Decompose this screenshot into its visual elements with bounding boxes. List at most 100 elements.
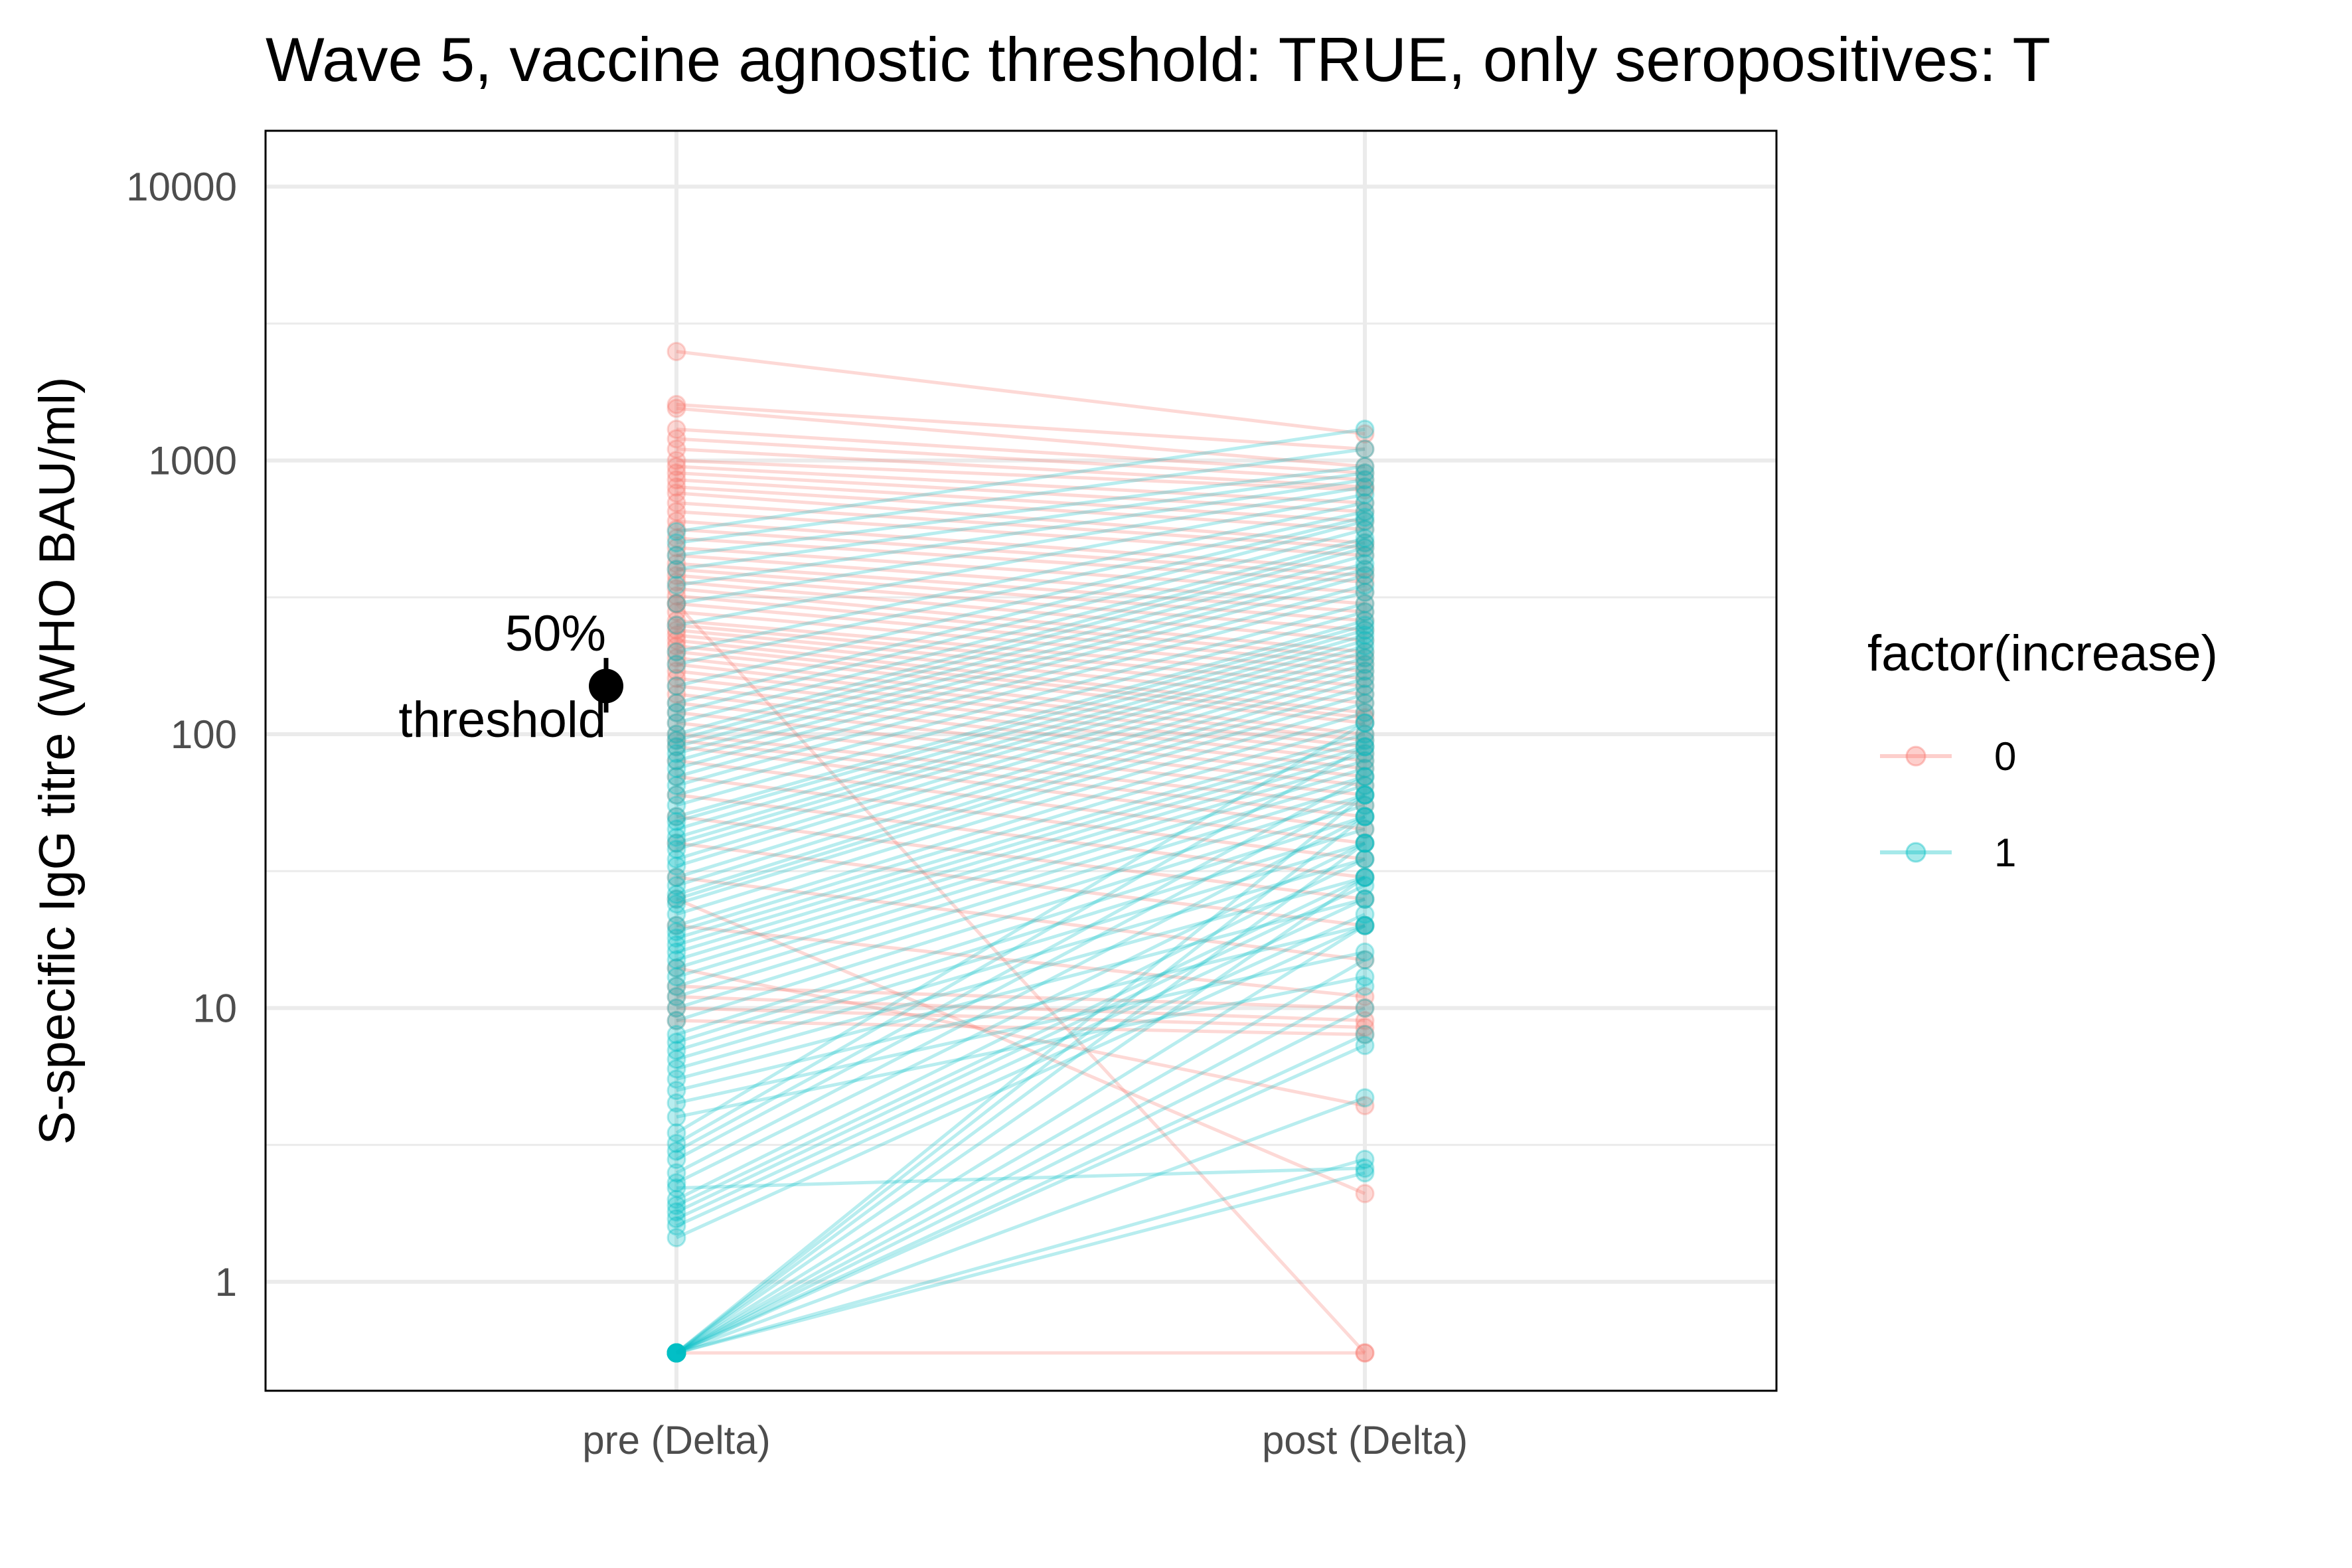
series-0-line-0 [676,350,1366,436]
series-0-point-48-post [1355,868,1375,888]
legend-point-1 [1905,842,1926,863]
series-1-point-22-pre [666,795,686,815]
series-0-point-48-pre [666,785,686,805]
threshold-point [589,668,623,704]
series-0-line-56 [676,1018,1366,1036]
series-1-point-58-post [1355,713,1375,733]
series-0-point-18-post [1355,593,1375,613]
series-0-point-55-pre [666,998,686,1018]
series-0-point-30-post [1355,693,1375,713]
series-1-line-66 [675,876,1366,1208]
series-1-line-50 [676,827,1366,1044]
series-1-line-33 [676,676,1366,896]
series-0-point-36-pre [666,661,686,681]
series-0-line-25 [676,601,1366,666]
series-1-line-39 [676,732,1366,940]
series-0-point-14-pre [666,511,686,531]
x-axis-ticks: pre (Delta) post (Delta) [582,1418,1468,1462]
series-0-point-20-post [1355,611,1375,631]
series-1-point-55-pre [666,1081,686,1101]
series-1-point-25-pre [666,819,686,839]
y-tick-label-3: 1000 [149,439,237,483]
series-1-point-31-pre [666,868,686,888]
series-0-line-3 [676,428,1366,475]
series-1-point-16-post [1355,554,1375,574]
series-0-line-49 [676,815,1366,901]
series-1-point-13-pre [666,724,686,744]
series-1-line-57 [676,975,1366,1119]
series-1-line-11 [676,528,1366,714]
series-1-point-81-pre [666,1343,686,1363]
series-0-line-4 [676,437,1366,482]
series-1-line-20 [676,590,1366,787]
series-0-point-4-post [1355,470,1375,490]
series-0-point-49-post [1355,889,1375,909]
series-0-line-21 [676,574,1366,632]
series-0-point-7-pre [666,457,686,477]
series-1-point-31-post [1355,655,1375,674]
series-1-point-73-post [1355,868,1375,888]
series-0-point-51-pre [666,868,686,888]
series-1-point-74-post [1355,915,1375,935]
series-1-line-72 [675,842,1366,1354]
series-1-point-32-pre [666,876,686,896]
series-1-point-20-pre [666,775,686,795]
series-1-point-67-pre [666,1202,686,1222]
series-0-point-2-pre [666,398,686,418]
series-0-line-19 [676,562,1366,614]
series-0-point-29-post [1355,684,1375,704]
series-1-point-68-pre [666,1209,686,1229]
series-0-point-8-post [1355,502,1375,522]
series-0-point-36-post [1355,737,1375,757]
series-0-point-59-pre [666,593,686,613]
series-1-point-6-post [1355,485,1375,505]
series-0-point-18-pre [666,546,686,566]
series-0-line-27 [676,619,1366,680]
series-1-line-49 [676,815,1366,1036]
series-1-line-69 [675,912,1366,1227]
series-0-line-57 [676,966,1366,1107]
series-1-point-75-post [1355,950,1375,970]
series-1-line-29 [676,650,1366,861]
series-0-point-5-pre [666,439,686,459]
series-1-line-74 [675,924,1366,1355]
series-1-point-23-pre [666,807,686,826]
series-1-point-39-post [1355,724,1375,744]
series-1-line-31 [676,663,1366,880]
series-0-line-10 [676,485,1366,531]
series-0-line-24 [676,594,1366,660]
series-1-point-47-post [1355,785,1375,805]
series-1-point-7-post [1355,493,1375,512]
series-1-point-4-pre [666,576,686,595]
series-1-point-27-pre [666,833,686,853]
series-1-point-6-pre [666,615,686,635]
series-0-point-0-post [1355,424,1375,444]
series-1-line-9 [676,515,1366,688]
series-1-line-45 [676,775,1366,988]
series-1-line-62 [675,815,1366,1174]
series-1-point-53-pre [666,1059,686,1079]
series-1-point-51-post [1355,833,1375,853]
series-1-line-5 [676,485,1366,605]
series-0-point-25-post [1355,655,1375,674]
series-0-point-16-post [1355,572,1375,592]
series-1-point-46-pre [666,986,686,1006]
series-0-point-6-post [1355,480,1375,500]
series-0-point-38-post [1355,751,1375,771]
series-1-point-1-pre [666,533,686,553]
series-0-line-46 [676,759,1366,845]
series-1-point-57-pre [666,1107,686,1127]
series-1-point-0-post [1355,420,1375,439]
series-0-point-11-post [1355,533,1375,553]
series-1-point-72-pre [666,1343,686,1363]
series-1-point-74-pre [666,1343,686,1363]
series-1-point-79-post [1355,1036,1375,1056]
series-0-point-44-post [1355,807,1375,826]
series-0-line-59 [675,602,1366,1354]
series-1-point-35-post [1355,684,1375,704]
series-0-line-30 [676,633,1366,705]
series-1-line-43 [676,759,1366,970]
series-1-line-58 [675,721,1366,1135]
series-1-line-75 [675,958,1366,1355]
series-1-point-82-pre [666,1343,686,1363]
